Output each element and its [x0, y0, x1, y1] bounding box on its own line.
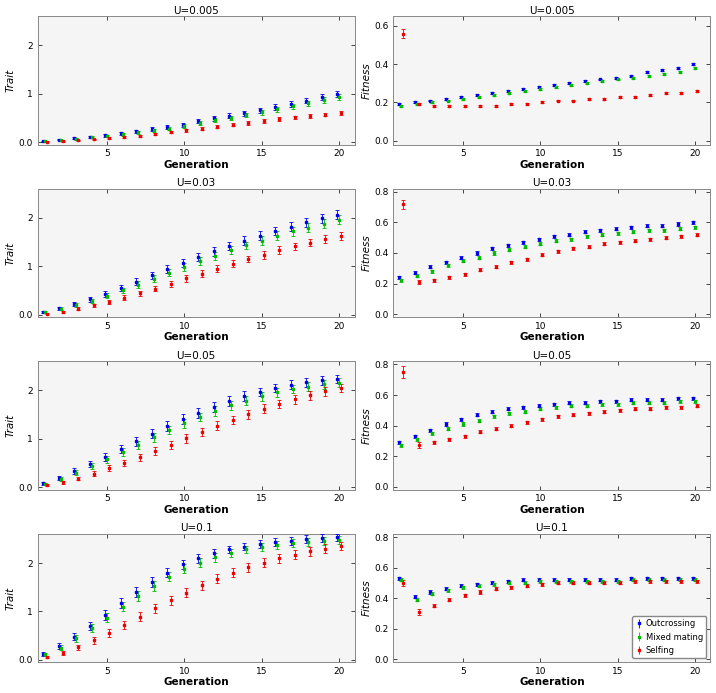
Y-axis label: Fitness: Fitness	[362, 580, 372, 617]
Title: U=0.03: U=0.03	[532, 178, 571, 188]
Y-axis label: Fitness: Fitness	[362, 235, 372, 272]
Title: U=0.05: U=0.05	[532, 351, 571, 360]
Title: U=0.1: U=0.1	[180, 523, 213, 533]
X-axis label: Generation: Generation	[519, 678, 585, 687]
Y-axis label: Trait: Trait	[6, 241, 16, 265]
X-axis label: Generation: Generation	[163, 678, 229, 687]
X-axis label: Generation: Generation	[163, 505, 229, 515]
Legend: Outcrossing, Mixed mating, Selfing: Outcrossing, Mixed mating, Selfing	[632, 616, 706, 658]
Title: U=0.005: U=0.005	[173, 6, 219, 15]
Y-axis label: Fitness: Fitness	[362, 62, 372, 99]
X-axis label: Generation: Generation	[519, 505, 585, 515]
Title: U=0.005: U=0.005	[529, 6, 575, 15]
X-axis label: Generation: Generation	[519, 333, 585, 342]
Title: U=0.1: U=0.1	[536, 523, 569, 533]
Y-axis label: Fitness: Fitness	[362, 407, 372, 444]
Y-axis label: Trait: Trait	[6, 69, 16, 92]
X-axis label: Generation: Generation	[519, 160, 585, 170]
X-axis label: Generation: Generation	[163, 160, 229, 170]
X-axis label: Generation: Generation	[163, 333, 229, 342]
Title: U=0.05: U=0.05	[176, 351, 216, 360]
Y-axis label: Trait: Trait	[6, 586, 16, 610]
Y-axis label: Trait: Trait	[6, 414, 16, 437]
Title: U=0.03: U=0.03	[176, 178, 216, 188]
